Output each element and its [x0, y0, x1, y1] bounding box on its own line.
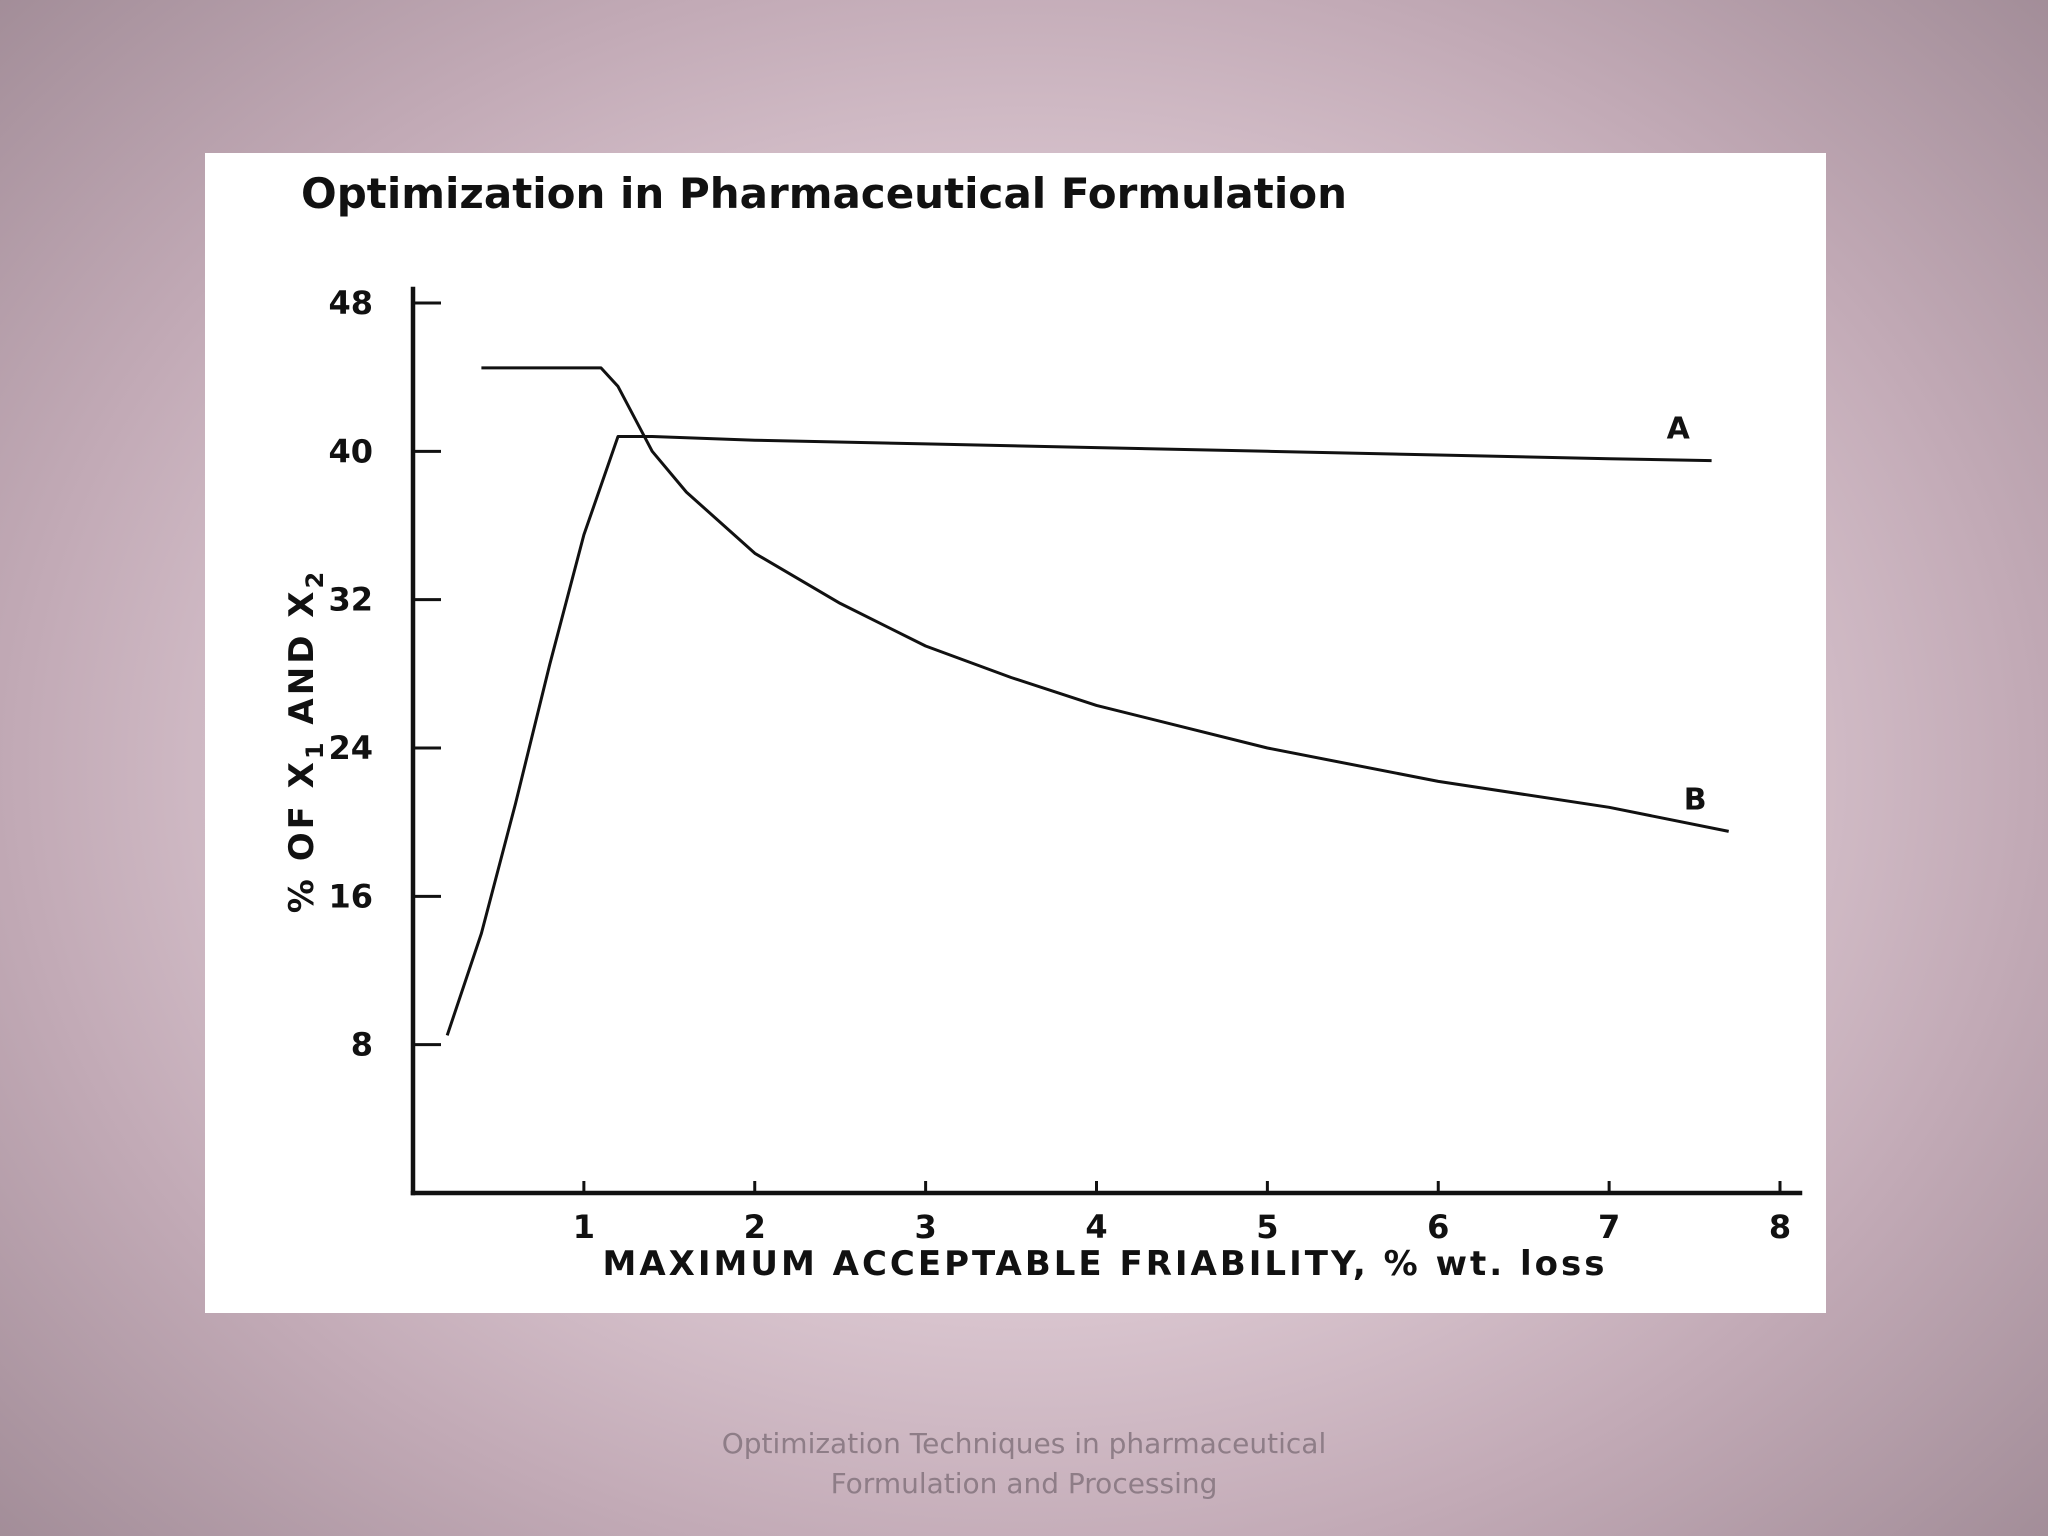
ticks: 1 2 3 4 5 6 7 8 8 16 24 32 40 48 [328, 284, 1791, 1246]
chart-title: Optimization in Pharmaceutical Formulati… [301, 169, 1347, 218]
series-layer: AB [445, 366, 1729, 1036]
y-tick-label: 8 [351, 1026, 373, 1064]
x-tick-label: 7 [1598, 1208, 1620, 1246]
y-tick-label: 40 [328, 432, 373, 470]
y-tick-label: 32 [328, 581, 373, 619]
y-tick-label: 48 [328, 284, 373, 322]
y-axis-title: % OF X1 AND X2 [282, 569, 329, 913]
y-tick-label: 16 [328, 877, 373, 915]
series-line-b [481, 366, 1729, 833]
x-tick-label: 2 [744, 1208, 766, 1246]
y-tick-label: 24 [328, 729, 373, 767]
x-tick-label: 6 [1427, 1208, 1449, 1246]
series-line-a [445, 435, 1712, 1036]
footer-line-2: Formulation and Processing [830, 1467, 1218, 1500]
x-tick-label: 3 [914, 1208, 936, 1246]
series-label-a: A [1667, 412, 1691, 447]
chart-card: Optimization in Pharmaceutical Formulati… [205, 153, 1826, 1313]
slide-footer: Optimization Techniques in pharmaceutica… [624, 1424, 1424, 1504]
x-axis-title: MAXIMUM ACCEPTABLE FRIABILITY, % wt. los… [603, 1244, 1608, 1284]
x-tick-label: 5 [1256, 1208, 1278, 1246]
chart: Optimization in Pharmaceutical Formulati… [282, 169, 1803, 1284]
x-tick-label: 4 [1085, 1208, 1107, 1246]
x-tick-label: 1 [573, 1208, 595, 1246]
series-label-b: B [1684, 782, 1707, 817]
x-tick-label: 8 [1769, 1208, 1791, 1246]
footer-line-1: Optimization Techniques in pharmaceutica… [721, 1427, 1327, 1460]
